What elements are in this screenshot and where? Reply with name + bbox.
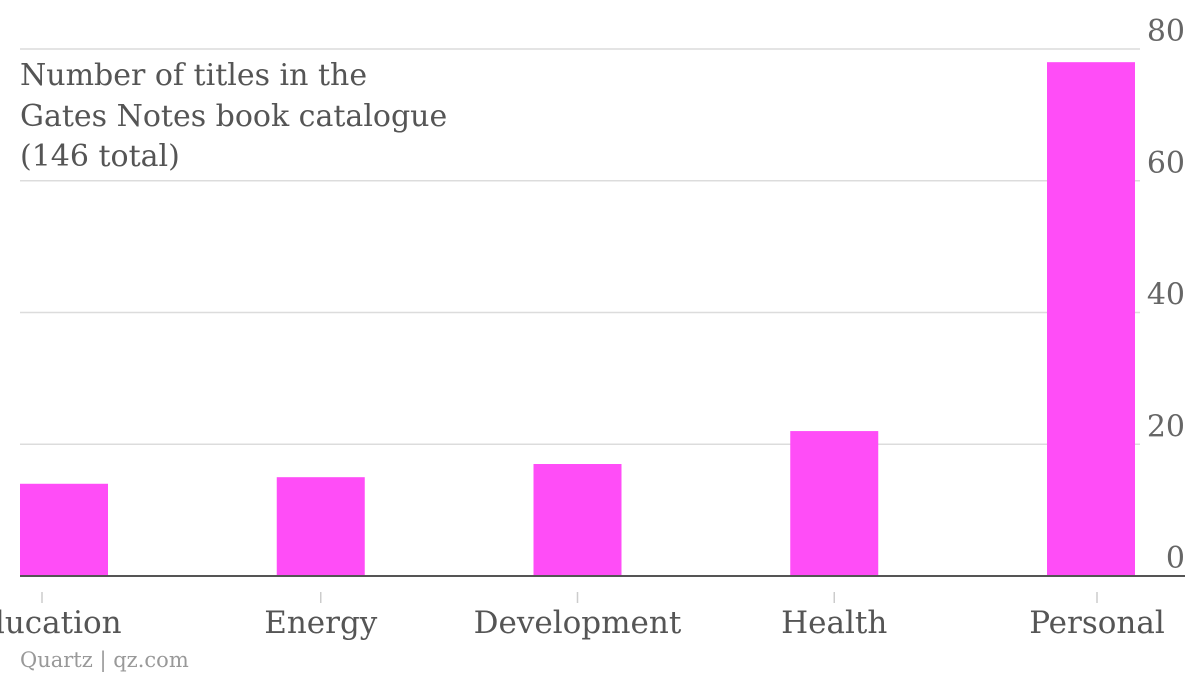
y-tick-label: 40 [1147,278,1185,313]
x-axis-ticks [41,592,1098,603]
x-category-label: Personal [1029,605,1165,641]
x-category-label: Energy [264,605,378,641]
x-category-label: Development [474,605,682,641]
bar-education [20,483,108,576]
chart-title-line-3: (146 total) [20,139,180,174]
y-tick-label: 60 [1147,146,1185,181]
x-category-label: Education [0,605,122,641]
chart-title-line-1: Number of titles in the [20,58,367,93]
y-tick-label: 80 [1147,14,1185,49]
source-credit: Quartz | qz.com [20,648,189,673]
chart-title-line-2: Gates Notes book catalogue [20,99,447,134]
bar-energy [276,477,365,576]
gridlines [20,48,1140,445]
bar-personal [1047,62,1135,577]
y-tick-label: 20 [1147,409,1185,444]
bar-development [533,464,622,576]
x-category-label: Health [781,605,887,641]
bars [20,62,1135,577]
x-axis-category-labels: Education Energy Development Health Personal [0,605,1165,641]
bar-health [790,431,879,576]
y-tick-label: 0 [1166,541,1185,576]
y-axis-tick-labels: 0 20 40 60 80 [1147,14,1185,576]
